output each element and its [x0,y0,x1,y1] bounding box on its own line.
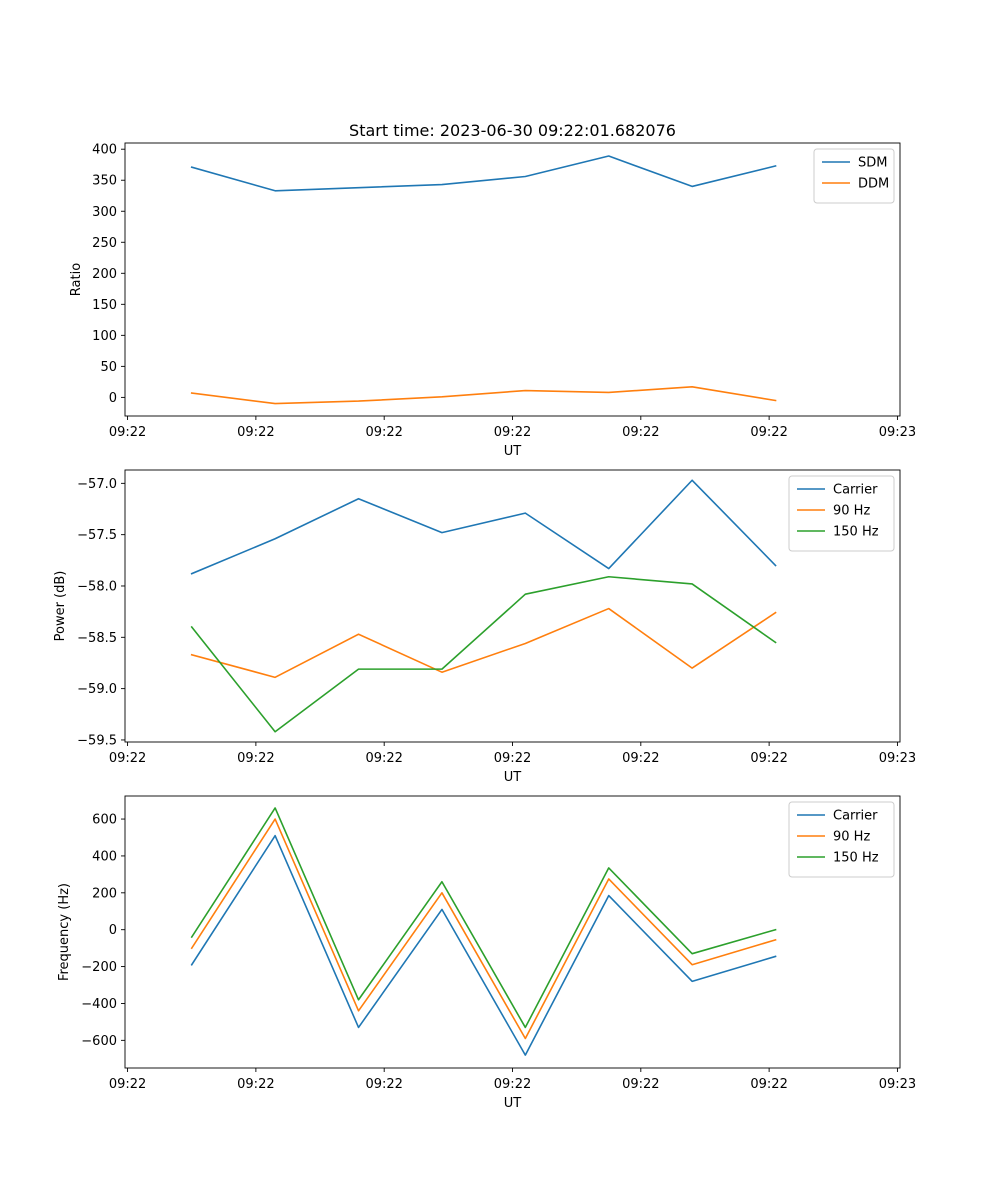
legend-label: 150 Hz [833,525,879,540]
series-line-150-hz [190,807,777,1029]
y-tick-label: 50 [100,360,117,375]
x-tick-label: 09:22 [109,1077,146,1092]
series-line-sdm [190,155,777,192]
legend: Carrier 90 Hz 150 Hz [788,801,895,878]
legend-label: DDM [858,177,889,192]
x-tick-label: 09:22 [237,751,274,766]
plot-frame [124,795,901,1069]
x-tick-label: 09:22 [494,751,531,766]
legend-label: 90 Hz [833,504,870,519]
x-tick-label: 09:22 [365,751,402,766]
y-axis-label: Frequency (Hz) [57,883,72,981]
y-tick-label: 0 [109,923,117,938]
x-tick-label: 09:22 [622,425,659,440]
y-tick-label: −600 [81,1034,117,1049]
legend-label: SDM [858,156,887,171]
y-tick-label: 300 [92,205,117,220]
x-tick-label: 09:22 [109,425,146,440]
series-line-90-hz [190,818,777,1040]
legend-label: Carrier [833,483,878,498]
x-tick-label: 09:22 [365,425,402,440]
x-tick-label: 09:22 [494,425,531,440]
series-line-150-hz [190,575,777,733]
x-tick-label: 09:22 [750,1077,787,1092]
legend: SDM DDM [813,148,895,204]
x-tick-label: 09:22 [494,1077,531,1092]
series-line-carrier [190,834,777,1056]
legend: Carrier 90 Hz 150 Hz [788,475,895,552]
y-tick-label: 150 [92,298,117,313]
y-tick-label: −59.0 [77,682,117,697]
y-tick-label: 200 [92,886,117,901]
x-tick-label: 09:23 [879,751,916,766]
x-tick-label: 09:23 [879,1077,916,1092]
x-tick-label: 09:22 [622,1077,659,1092]
series-line-90-hz [190,607,777,679]
x-axis-label: UT [504,444,522,459]
x-tick-label: 09:22 [237,1077,274,1092]
y-tick-label: 0 [109,391,117,406]
legend-label: 150 Hz [833,851,879,866]
x-tick-label: 09:22 [237,425,274,440]
x-axis-label: UT [504,770,522,785]
chart-panel-2: 09:22 09:22 09:22 09:22 09:22 09:22 09:23 −59.5… [53,469,916,785]
y-tick-label: −200 [81,960,117,975]
chart-panel-1: Start time: 2023-06-30 09:22:01.682076 09… [69,121,916,459]
series-line-ddm [190,386,777,405]
legend-box [788,801,895,878]
x-tick-label: 09:22 [750,425,787,440]
x-axis-label: UT [504,1096,522,1111]
y-tick-label: −59.5 [77,733,117,748]
y-tick-label: 350 [92,174,117,189]
y-axis-label: Ratio [69,263,84,296]
y-tick-label: −57.5 [77,528,117,543]
legend-label: Carrier [833,809,878,824]
chart-panel-3: 09:22 09:22 09:22 09:22 09:22 09:22 09:23 −600 −… [57,795,916,1111]
y-axis-label: Power (dB) [53,571,68,642]
y-tick-label: 600 [92,813,117,828]
y-tick-label: −58.0 [77,579,117,594]
y-tick-label: 400 [92,849,117,864]
plot-frame [124,142,901,417]
x-tick-label: 09:23 [879,425,916,440]
y-tick-label: −58.5 [77,631,117,646]
y-tick-label: 250 [92,236,117,251]
legend-box [788,475,895,552]
y-tick-label: −400 [81,997,117,1012]
legend-label: 90 Hz [833,830,870,845]
y-tick-label: −57.0 [77,477,117,492]
x-tick-label: 09:22 [750,751,787,766]
x-tick-label: 09:22 [365,1077,402,1092]
x-tick-label: 09:22 [109,751,146,766]
y-tick-label: 100 [92,329,117,344]
y-tick-label: 400 [92,143,117,158]
series-line-carrier [190,479,777,575]
y-tick-label: 200 [92,267,117,282]
chart-title: Start time: 2023-06-30 09:22:01.682076 [349,121,676,140]
x-tick-label: 09:22 [622,751,659,766]
